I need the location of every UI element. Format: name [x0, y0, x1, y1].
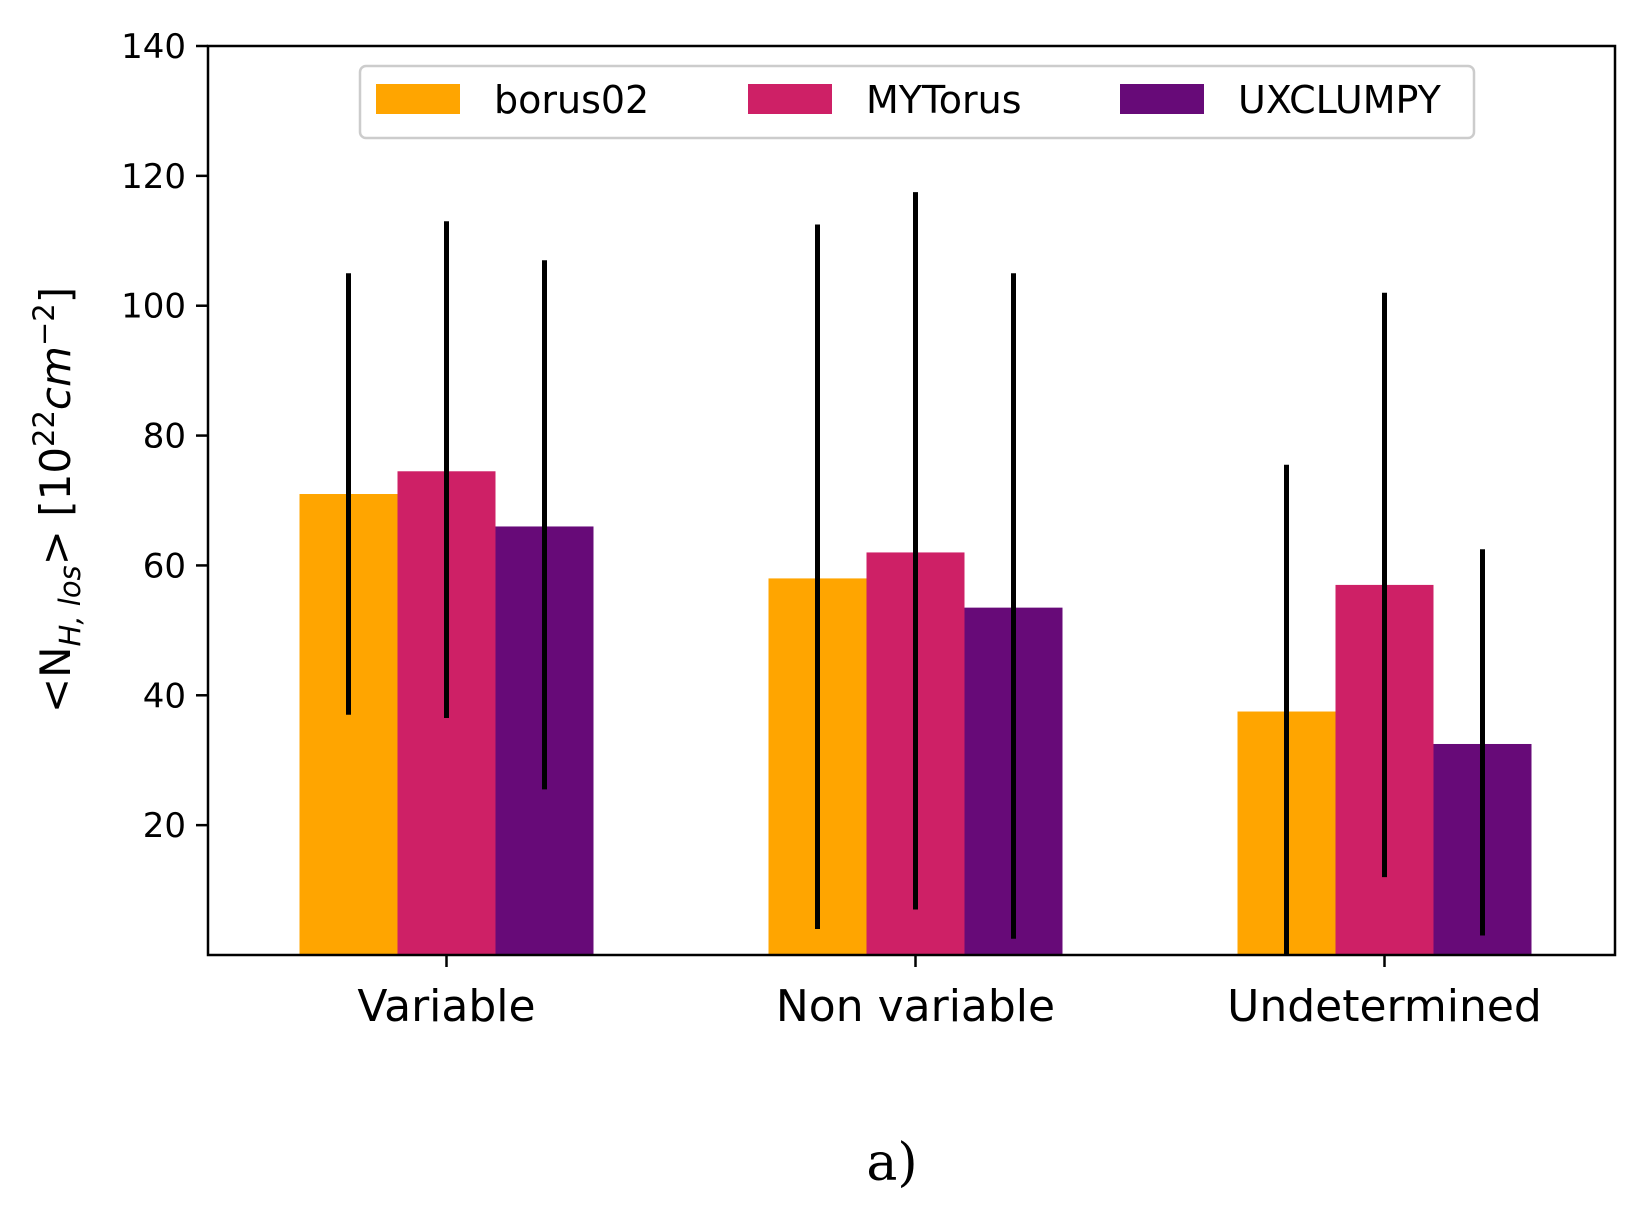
y-label-suffix: > [10 [31, 447, 80, 565]
y-label-subscript: H, los [53, 565, 87, 646]
legend-label-borus02: borus02 [494, 78, 649, 122]
x-tick-label: Non variable [776, 981, 1055, 1032]
legend-swatch-UXCLUMPY [1120, 84, 1204, 114]
y-tick-label: 40 [143, 676, 186, 716]
y-tick-label: 140 [121, 27, 186, 67]
y-tick-label: 60 [143, 546, 186, 586]
legend-label-UXCLUMPY: UXCLUMPY [1238, 78, 1442, 122]
y-label-unit-exponent: −2 [27, 303, 61, 346]
y-tick-label: 120 [121, 157, 186, 197]
y-tick-label: 20 [143, 806, 186, 846]
y-axis: 20 40 60 80 100 120 140 [121, 27, 208, 846]
x-axis: Variable Non variable Undetermined [357, 955, 1542, 1032]
error-bars-group [346, 192, 1485, 955]
y-label-unit: cm [31, 346, 80, 410]
y-tick-label: 100 [121, 287, 186, 327]
x-tick-label: Undetermined [1227, 981, 1542, 1032]
y-label-close: ] [31, 287, 80, 303]
figure-caption: a) [866, 1133, 917, 1193]
y-tick-label: 80 [143, 417, 186, 457]
y-axis-label: <NH, los> [1022cm−2] [27, 287, 87, 713]
plot-frame [206, 44, 1617, 957]
x-tick-label: Variable [357, 981, 535, 1032]
legend: borus02 MYTorus UXCLUMPY [358, 64, 1476, 140]
legend-swatch-MYTorus [748, 84, 832, 114]
legend-label-MYTorus: MYTorus [866, 78, 1022, 122]
legend-swatch-borus02 [376, 84, 460, 114]
y-label-prefix: <N [31, 646, 80, 713]
y-label-exponent: 22 [27, 410, 61, 447]
